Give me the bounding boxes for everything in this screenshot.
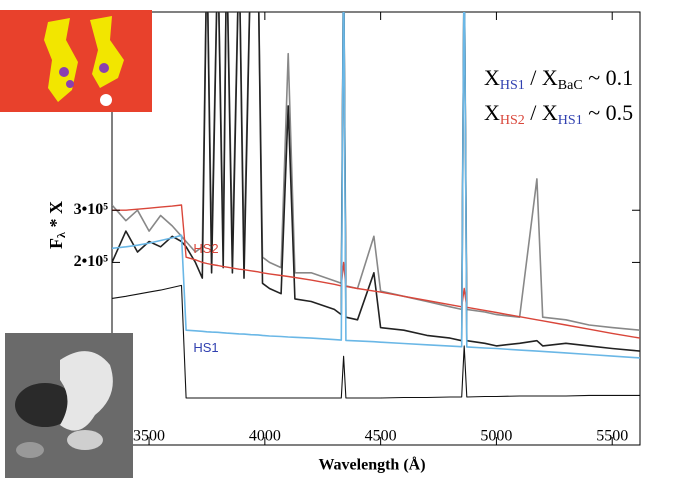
annotation: XHS2 / XHS1 ~ 0.5 — [484, 100, 633, 128]
x-tick-label: 4500 — [365, 428, 397, 445]
y-axis-label: Fλ * X — [46, 201, 68, 249]
series-label: HS2 — [193, 241, 218, 256]
spectrum-line — [112, 204, 640, 339]
series-label: HS1 — [193, 340, 218, 355]
spectrum-line — [112, 12, 640, 359]
y-tick-label: 2•10⁵ — [74, 253, 109, 270]
annotation-part: HS2 — [500, 113, 525, 128]
annotation-part: BaC — [558, 78, 583, 93]
plot-area — [112, 12, 640, 399]
x-tick-label: 4000 — [249, 428, 281, 445]
spectrum-line — [112, 284, 640, 399]
x-axis-label: Wavelength (Å) — [318, 456, 425, 474]
annotation-part: HS1 — [558, 113, 583, 128]
photo-inset — [5, 333, 133, 478]
x-tick-label: 5000 — [480, 428, 512, 445]
spectrum-line — [112, 12, 640, 331]
y-label-rest: * X — [46, 201, 66, 232]
y-label-main: F — [46, 238, 66, 249]
plot-frame — [111, 11, 641, 446]
annotation-part: / X — [525, 65, 558, 90]
annotation: XHS1 / XBaC ~ 0.1 — [484, 65, 633, 93]
spectrum-line — [112, 12, 640, 352]
x-tick-label: 3500 — [133, 428, 165, 445]
axes: 3500 4000 4500 5000 5500 2•10⁵ 3•10⁵ HS2 HS1 — [74, 12, 640, 445]
annotation-part: ~ 0.5 — [583, 100, 633, 125]
annotation-part: X — [484, 65, 500, 90]
y-label-sub: λ — [54, 232, 68, 238]
y-tick-label: 3•10⁵ — [74, 201, 109, 218]
annotation-part: ~ 0.1 — [583, 65, 633, 90]
annotation-part: HS1 — [500, 78, 525, 93]
annotation-part: / X — [525, 100, 558, 125]
annotation-part: X — [484, 100, 500, 125]
x-tick-label: 5500 — [596, 428, 628, 445]
schematic-inset — [0, 10, 152, 112]
